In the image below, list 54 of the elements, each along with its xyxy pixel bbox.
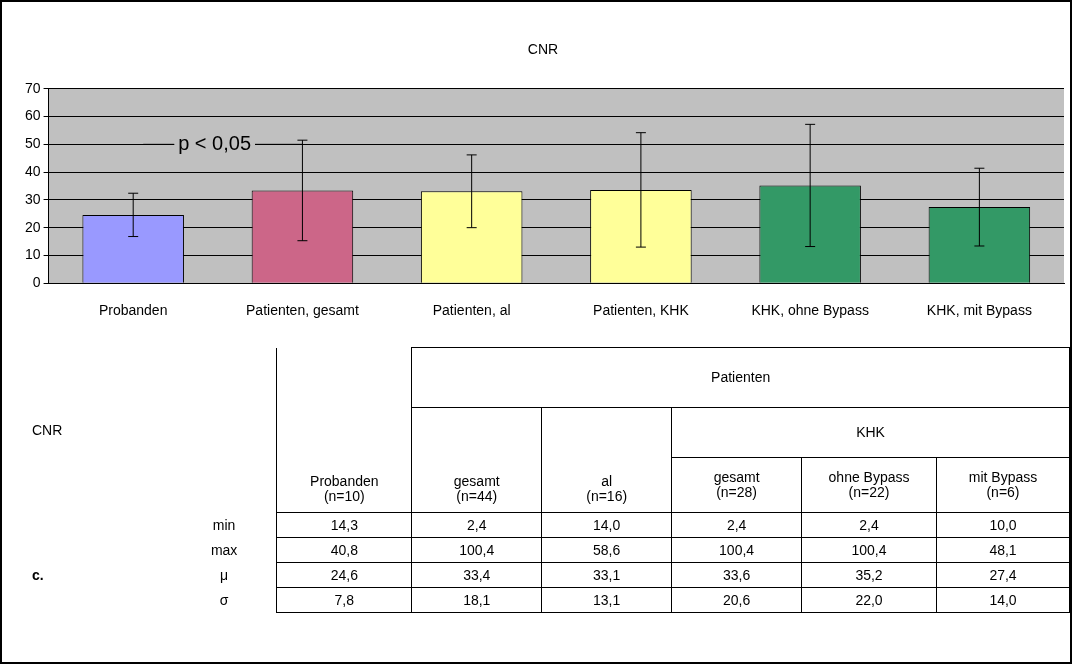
x-tick-label: KHK, ohne Bypass [751, 302, 869, 319]
text: 14,3 [276, 512, 412, 538]
text: 27,4 [936, 562, 1070, 588]
text: 14,0 [541, 512, 672, 538]
text: CNR [31, 420, 64, 440]
x-tick-label: Patienten, KHK [593, 302, 690, 319]
y-tick-label: 10 [24, 246, 41, 263]
text: Patienten [411, 347, 1070, 408]
text: max [171, 537, 277, 563]
text: KHK [671, 407, 1070, 458]
text: 58,6 [541, 537, 672, 563]
y-tick-label: 60 [24, 107, 41, 124]
text: 100,4 [671, 537, 802, 563]
text: 2,4 [411, 512, 542, 538]
text: 35,2 [801, 562, 937, 588]
y-tick-label: 20 [24, 218, 41, 235]
text: 33,4 [411, 562, 542, 588]
text: gesamt (n=28) [671, 457, 802, 513]
text: 48,1 [936, 537, 1070, 563]
text: 22,0 [801, 587, 937, 613]
text: min [171, 512, 277, 538]
y-tick-label: 50 [24, 135, 41, 152]
text: 100,4 [411, 537, 542, 563]
text: mit Bypass (n=6) [936, 457, 1070, 513]
text: c. [31, 565, 45, 585]
text: 100,4 [801, 537, 937, 563]
text: μ [171, 562, 277, 588]
text: Probanden (n=10) [276, 457, 412, 513]
text: gesamt (n=44) [411, 407, 542, 513]
x-tick-label: Patienten, al [432, 302, 511, 319]
text: 20,6 [671, 587, 802, 613]
text: 33,6 [671, 562, 802, 588]
x-tick-label: Patienten, gesamt [246, 302, 359, 319]
text: al (n=16) [541, 407, 672, 513]
text: 2,4 [801, 512, 937, 538]
text: 18,1 [411, 587, 542, 613]
text: 10,0 [936, 512, 1070, 538]
text: σ [171, 587, 277, 613]
text: 14,0 [936, 587, 1070, 613]
text: 7,8 [276, 587, 412, 613]
x-tick-label: Probanden [98, 302, 168, 319]
y-tick-label: 40 [24, 162, 41, 179]
text: 33,1 [541, 562, 672, 588]
text: 40,8 [276, 537, 412, 563]
annotation: p < 0,05 [178, 131, 252, 154]
y-tick-label: 70 [24, 79, 41, 96]
y-tick-label: 0 [32, 274, 41, 291]
x-tick-label: KHK, mit Bypass [926, 302, 1032, 319]
text: ohne Bypass (n=22) [801, 457, 937, 513]
text: 24,6 [276, 562, 412, 588]
y-tick-label: 30 [24, 190, 41, 207]
text: 2,4 [671, 512, 802, 538]
text: 13,1 [541, 587, 672, 613]
chart-title: CNR [527, 41, 559, 58]
